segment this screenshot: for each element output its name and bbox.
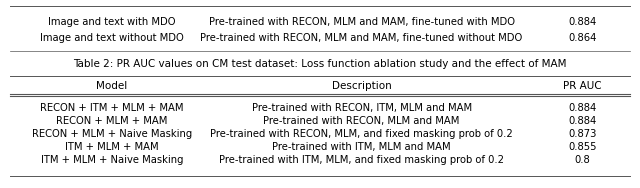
- Text: 0.884: 0.884: [568, 102, 596, 113]
- Text: RECON + MLM + Naive Masking: RECON + MLM + Naive Masking: [32, 129, 192, 139]
- Text: Pre-trained with ITM, MLM, and fixed masking prob of 0.2: Pre-trained with ITM, MLM, and fixed mas…: [219, 155, 504, 165]
- Text: Pre-trained with RECON, MLM and MAM, fine-tuned with MDO: Pre-trained with RECON, MLM and MAM, fin…: [209, 17, 515, 27]
- Text: ITM + MLM + MAM: ITM + MLM + MAM: [65, 142, 159, 152]
- Text: 0.8: 0.8: [575, 155, 590, 165]
- Text: RECON + ITM + MLM + MAM: RECON + ITM + MLM + MAM: [40, 102, 184, 113]
- Text: 0.855: 0.855: [568, 142, 596, 152]
- Text: 0.873: 0.873: [568, 129, 596, 139]
- Text: Description: Description: [332, 80, 392, 91]
- Text: Image and text without MDO: Image and text without MDO: [40, 33, 184, 43]
- Text: Model: Model: [97, 80, 127, 91]
- Text: 0.884: 0.884: [568, 17, 596, 27]
- Text: Image and text with MDO: Image and text with MDO: [48, 17, 176, 27]
- Text: PR AUC: PR AUC: [563, 80, 602, 91]
- Text: Pre-trained with ITM, MLM and MAM: Pre-trained with ITM, MLM and MAM: [272, 142, 451, 152]
- Text: Pre-trained with RECON, MLM and MAM, fine-tuned without MDO: Pre-trained with RECON, MLM and MAM, fin…: [200, 33, 523, 43]
- Text: Table 2: PR AUC values on CM test dataset: Loss function ablation study and the : Table 2: PR AUC values on CM test datase…: [73, 59, 567, 69]
- Text: Pre-trained with RECON, MLM and MAM: Pre-trained with RECON, MLM and MAM: [264, 116, 460, 126]
- Text: 0.864: 0.864: [568, 33, 596, 43]
- Text: 0.884: 0.884: [568, 116, 596, 126]
- Text: Pre-trained with RECON, MLM, and fixed masking prob of 0.2: Pre-trained with RECON, MLM, and fixed m…: [210, 129, 513, 139]
- Text: ITM + MLM + Naive Masking: ITM + MLM + Naive Masking: [41, 155, 183, 165]
- Text: RECON + MLM + MAM: RECON + MLM + MAM: [56, 116, 168, 126]
- Text: Pre-trained with RECON, ITM, MLM and MAM: Pre-trained with RECON, ITM, MLM and MAM: [252, 102, 472, 113]
